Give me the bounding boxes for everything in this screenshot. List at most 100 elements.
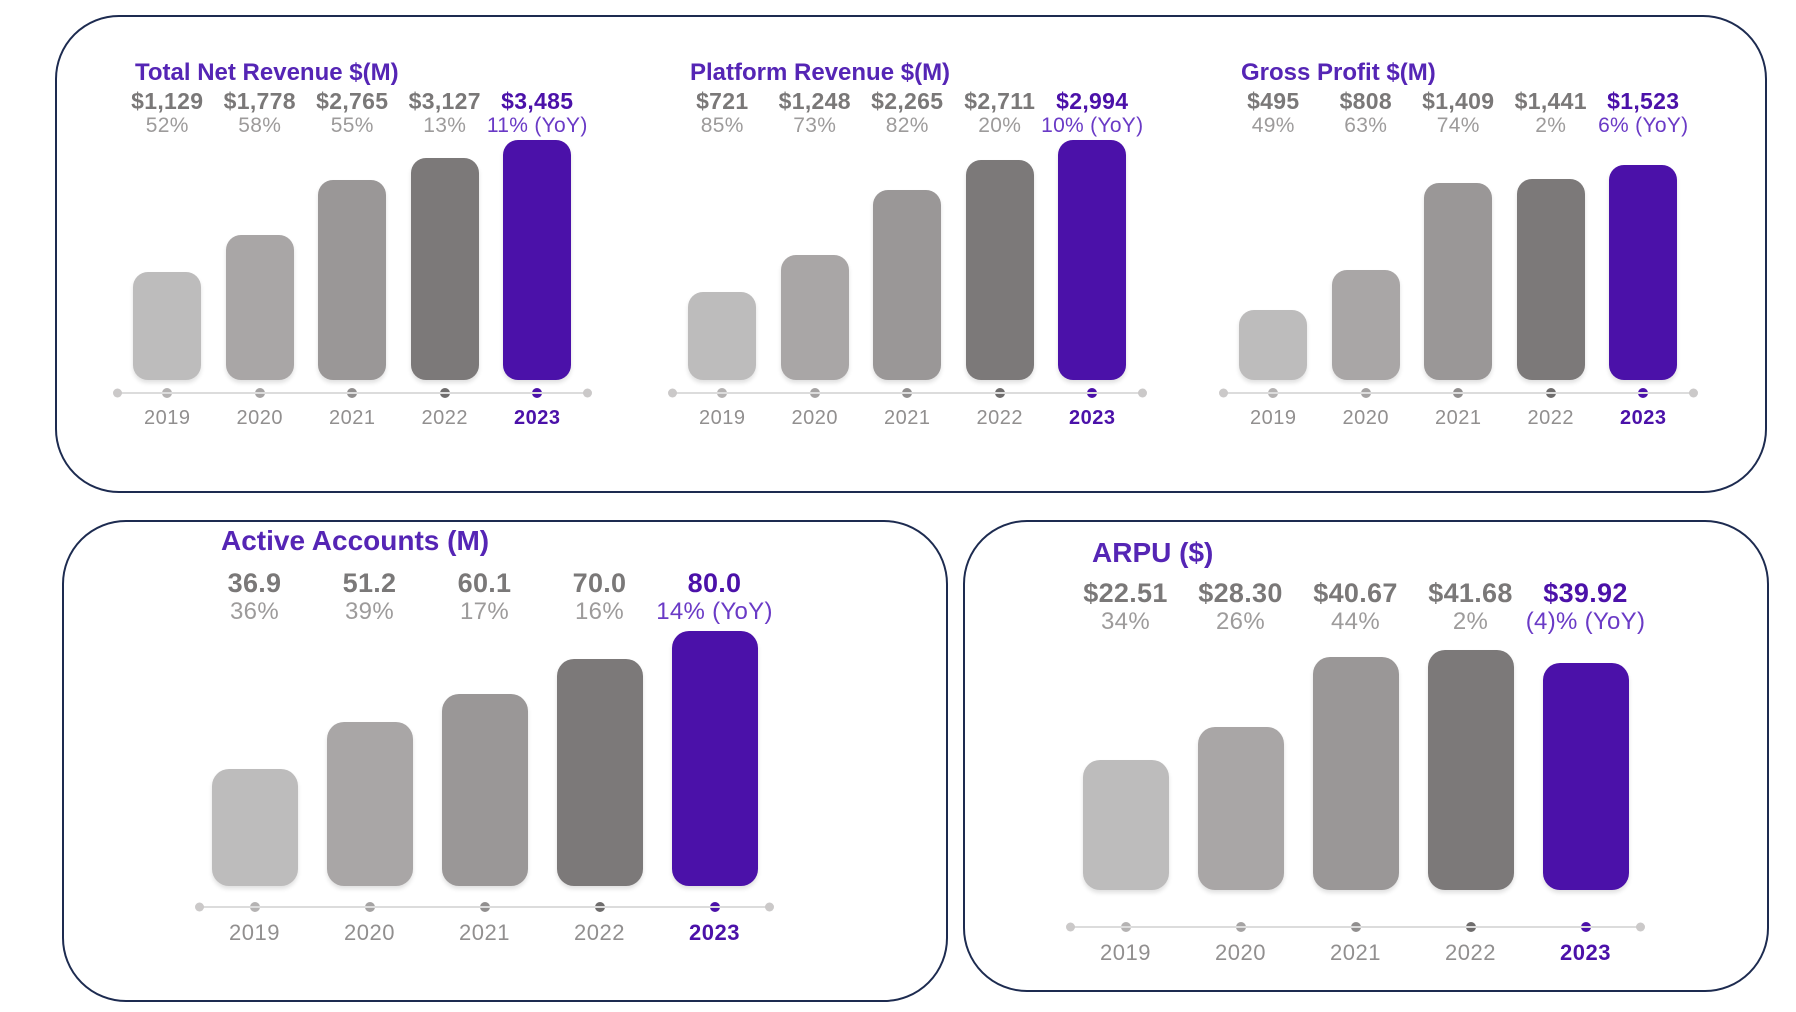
year-label-2022: 2022 [1527,407,1574,429]
bar-2021 [1424,183,1493,380]
year-labels: 2019 2020 2021 2022 2023 [1227,406,1690,430]
chart-total-net-revenue: Total Net Revenue $(M) $1,129 52% $1,778 58… [113,58,592,430]
bar-slot-2019 [1068,650,1183,890]
chart-column-2019: $1,129 52% [121,88,214,380]
chart-columns: 36.9 36% 51.2 39% 60.1 17% 70.0 16% 80.0 14% (YoY… [197,568,772,886]
year-label-2021: 2021 [1330,940,1381,965]
growth-label-2021: 82% [885,114,929,137]
value-label-2021: $2,265 [871,87,944,114]
axis-end-dot-left [1066,922,1075,932]
bar-2021 [873,190,942,380]
value-label-2023: $3,485 [501,87,574,114]
axis-end-dot-right [765,902,774,912]
chart-title: Active Accounts (M) [221,525,490,556]
axis-end-dot-right [582,388,592,398]
year-label-2021: 2021 [459,920,510,945]
chart-arpu: ARPU ($) $22.51 34% $28.30 26% $40.67 44% $41.… [1066,536,1645,966]
chart-column-2022: $41.68 2% [1413,578,1528,890]
chart-column-2021: $2,765 55% [306,88,399,380]
value-label-2022: $2,711 [964,87,1036,114]
value-label-2020: 51.2 [342,567,397,598]
year-label-2019: 2019 [699,407,746,429]
bar-2020 [225,235,294,380]
chart-axis [668,380,1147,406]
bar-2022 [556,659,643,886]
bar-2020 [1331,270,1400,380]
chart-column-2020: 51.2 39% [312,568,427,886]
bar-2019 [211,769,298,886]
growth-label-2023: 14% (YoY) [656,598,773,625]
value-label-2023: $2,994 [1056,87,1129,114]
growth-label-2019: 36% [230,598,279,625]
value-label-2021: $2,765 [316,87,389,114]
growth-label-2022: 2% [1535,114,1567,137]
value-label-2020: $808 [1339,87,1392,114]
chart-column-2022: $2,711 20% [954,88,1047,380]
chart-title: Total Net Revenue $(M) [135,59,399,86]
year-label-2020: 2020 [1215,940,1266,965]
year-labels: 2019 2020 2021 2022 2023 [1068,940,1643,966]
bar-2021 [441,694,528,886]
year-label-2023: 2023 [1069,407,1116,429]
chart-platform-revenue: Platform Revenue $(M) $721 85% $1,248 73% $2… [668,58,1147,430]
bar-slot-2019 [1227,138,1320,380]
year-label-2023: 2023 [689,920,740,945]
value-label-2023: 80.0 [687,567,742,598]
chart-axis [1066,914,1645,940]
value-label-2021: $1,409 [1422,87,1495,114]
chart-column-2020: $808 63% [1320,88,1413,380]
bar-slot-2023 [657,630,772,886]
chart-column-2022: $3,127 13% [399,88,492,380]
value-label-2019: 36.9 [227,567,282,598]
year-label-2021: 2021 [329,407,376,429]
bar-slot-2023 [1597,138,1690,380]
value-label-2022: $41.68 [1428,577,1513,608]
value-label-2020: $1,778 [223,87,296,114]
bar-2020 [780,255,849,380]
value-label-2023: $1,523 [1607,87,1680,114]
value-label-2019: $1,129 [131,87,204,114]
growth-label-2019: 49% [1251,114,1295,137]
bar-2019 [133,272,202,380]
year-label-2021: 2021 [1435,407,1482,429]
value-label-2022: $1,441 [1514,87,1587,114]
bar-slot-2020 [214,138,307,380]
bar-2020 [326,722,413,886]
year-label-2019: 2019 [1100,940,1151,965]
chart-columns: $721 85% $1,248 73% $2,265 82% $2,711 20% $2,994… [676,87,1143,380]
chart-columns: $22.51 34% $28.30 26% $40.67 44% $41.68 2% $39.9… [1068,577,1645,890]
bar-2023 [503,140,572,380]
chart-title: Platform Revenue $(M) [690,59,951,86]
bar-slot-2021 [861,138,954,380]
axis-end-dot-left [113,388,122,398]
growth-label-2019: 34% [1101,608,1150,635]
chart-column-2019: 36.9 36% [197,568,312,886]
bar-slot-2020 [769,138,862,380]
chart-axis [195,894,774,920]
chart-column-2021: $40.67 44% [1298,578,1413,890]
year-label-2020: 2020 [1342,407,1389,429]
year-label-2023: 2023 [514,407,561,429]
chart-column-2021: $2,265 82% [861,88,954,380]
year-label-2022: 2022 [976,407,1023,429]
axis-line [670,392,1145,394]
bar-slot-2020 [1183,650,1298,890]
bar-2022 [410,158,479,380]
axis-line [115,392,590,394]
chart-column-2019: $22.51 34% [1068,578,1183,890]
value-label-2022: $3,127 [408,87,481,114]
value-label-2019: $495 [1247,87,1300,114]
chart-gross-profit: Gross Profit $(M) $495 49% $808 63% $1,409 74… [1219,58,1698,430]
growth-label-2022: 2% [1452,608,1489,635]
axis-end-dot-left [1219,388,1228,398]
year-label-2022: 2022 [421,407,468,429]
bar-2023 [1058,140,1127,380]
bar-slot-2020 [312,630,427,886]
value-label-2023: $39.92 [1543,577,1628,608]
bar-2022 [1516,179,1585,380]
bar-2023 [1609,165,1678,380]
growth-label-2020: 39% [345,598,394,625]
chart-column-2023: $1,523 6% (YoY) [1597,88,1690,380]
bar-slot-2023 [491,138,584,380]
